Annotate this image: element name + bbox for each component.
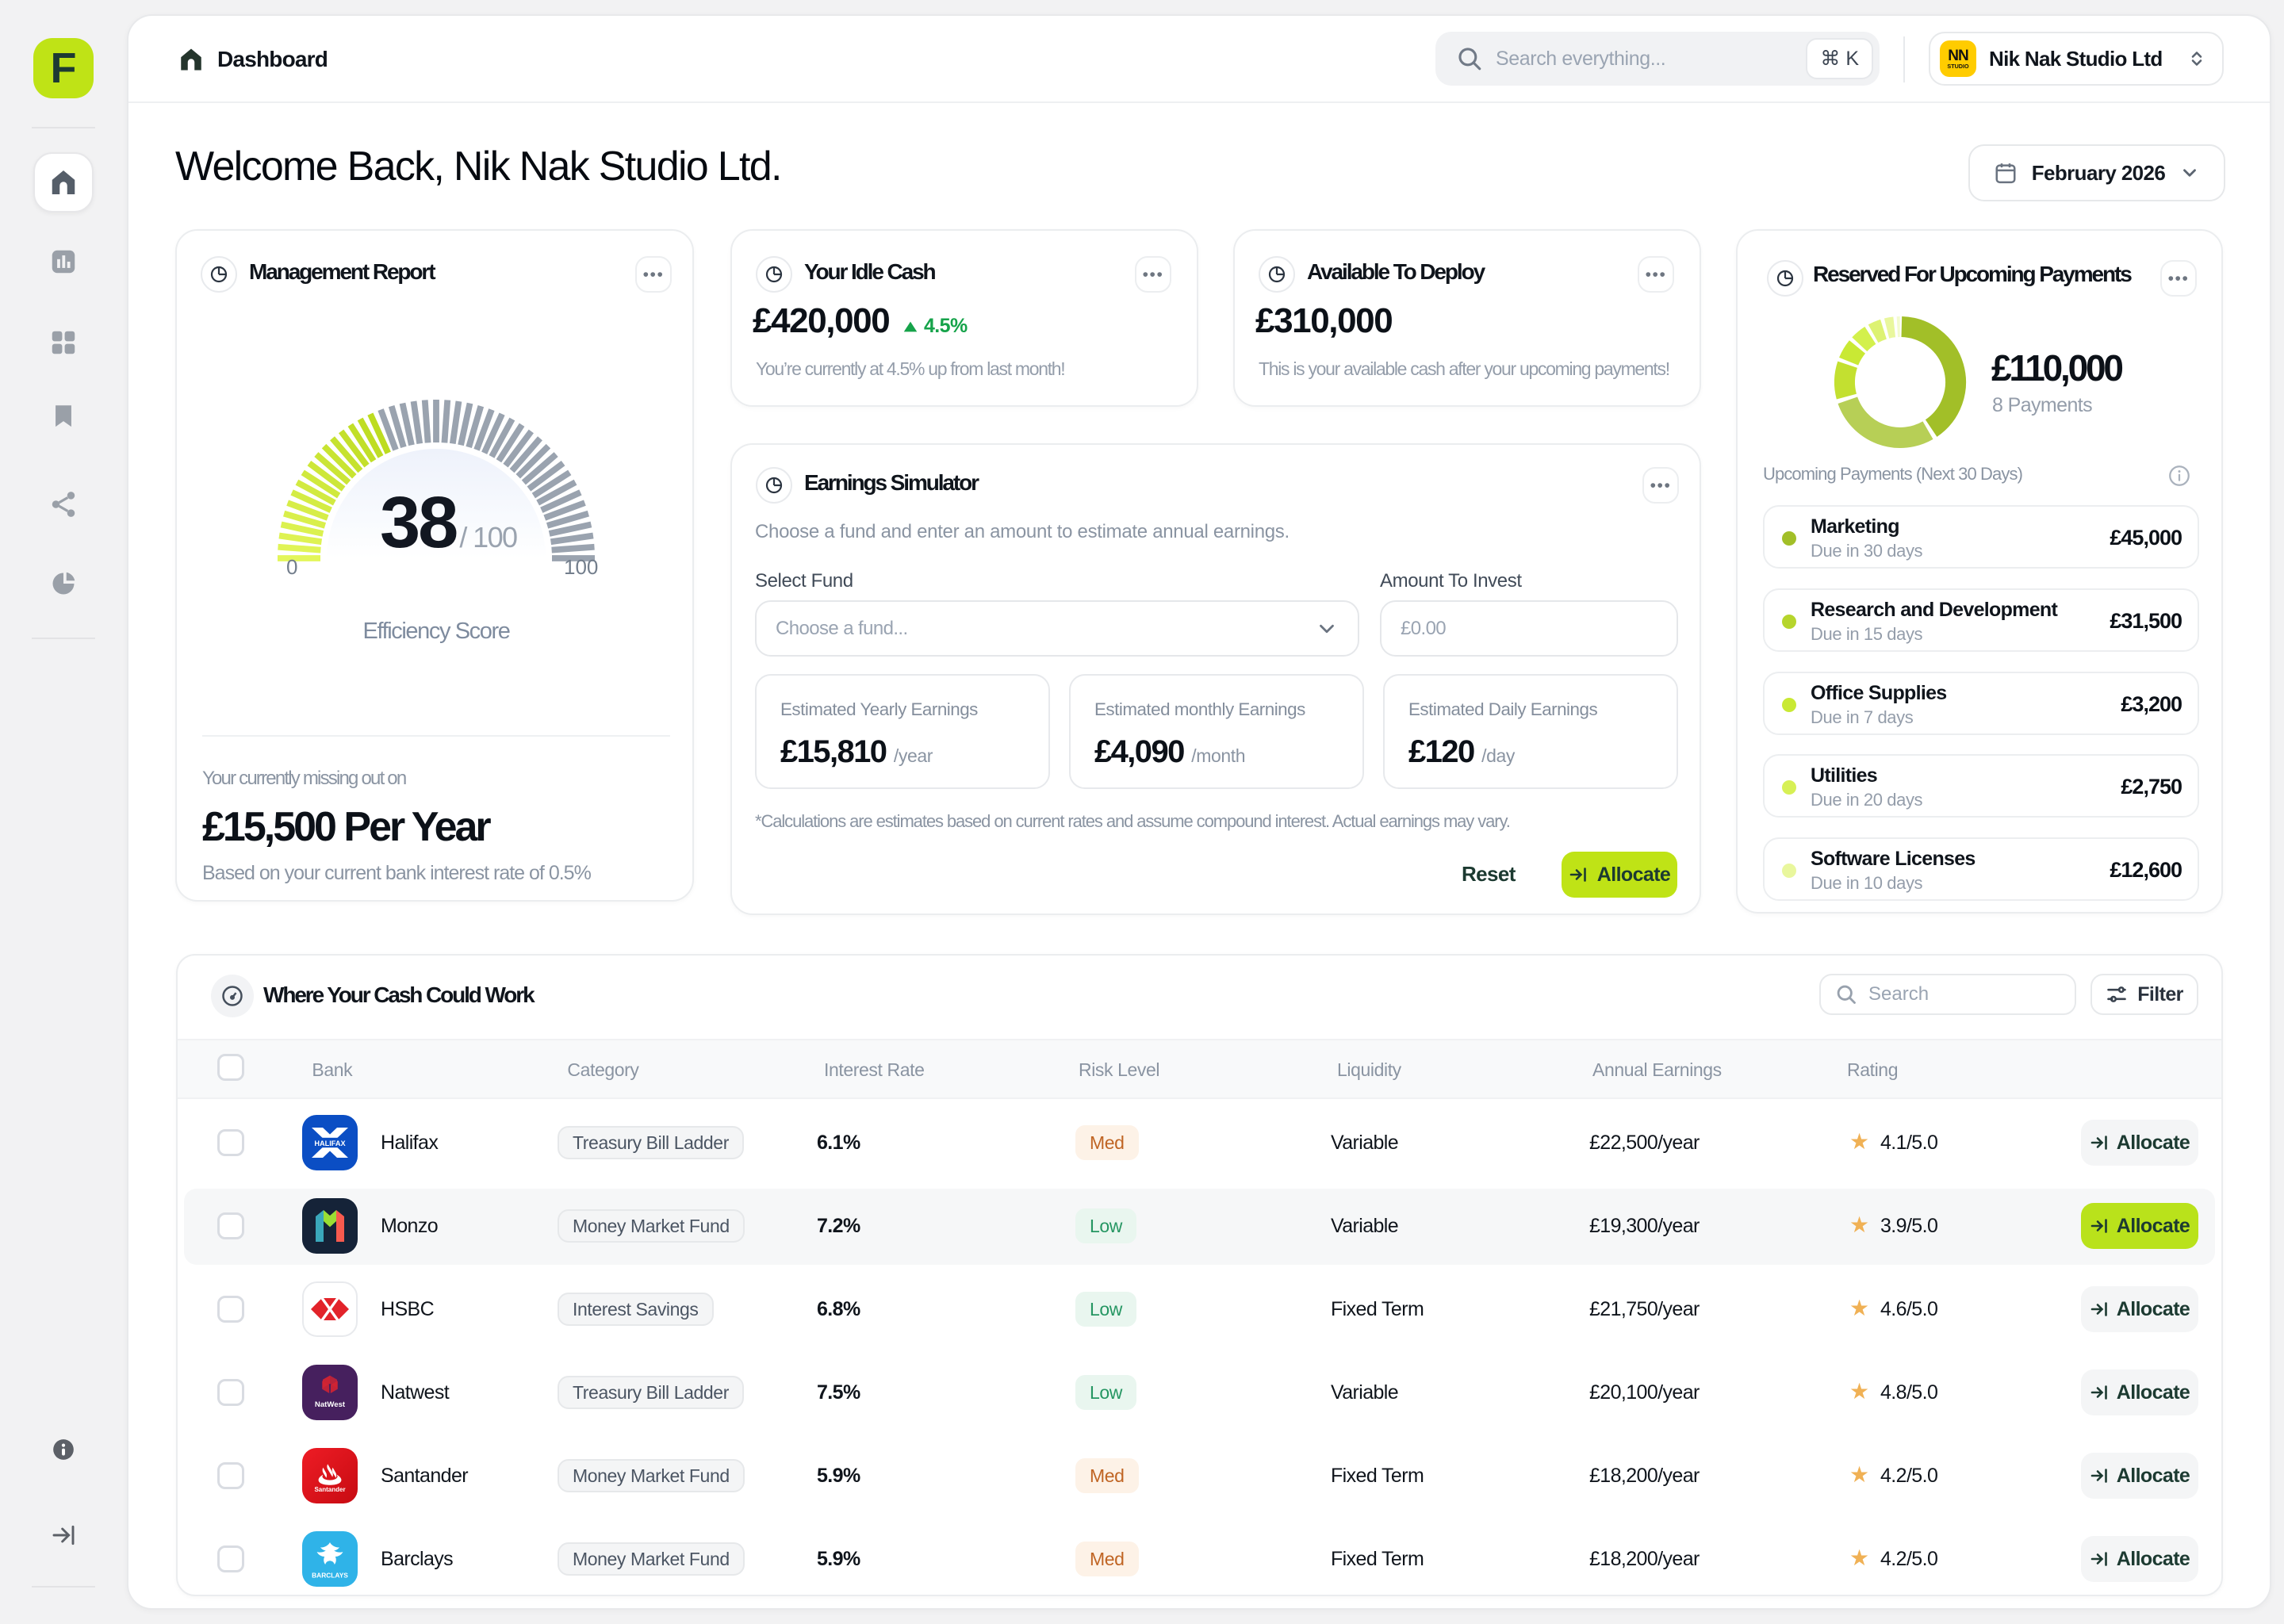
svg-text:HALIFAX: HALIFAX — [314, 1139, 346, 1147]
svg-text:NatWest: NatWest — [315, 1400, 346, 1409]
svg-text:Santander: Santander — [314, 1486, 345, 1493]
svg-text:BARCLAYS: BARCLAYS — [312, 1572, 348, 1580]
